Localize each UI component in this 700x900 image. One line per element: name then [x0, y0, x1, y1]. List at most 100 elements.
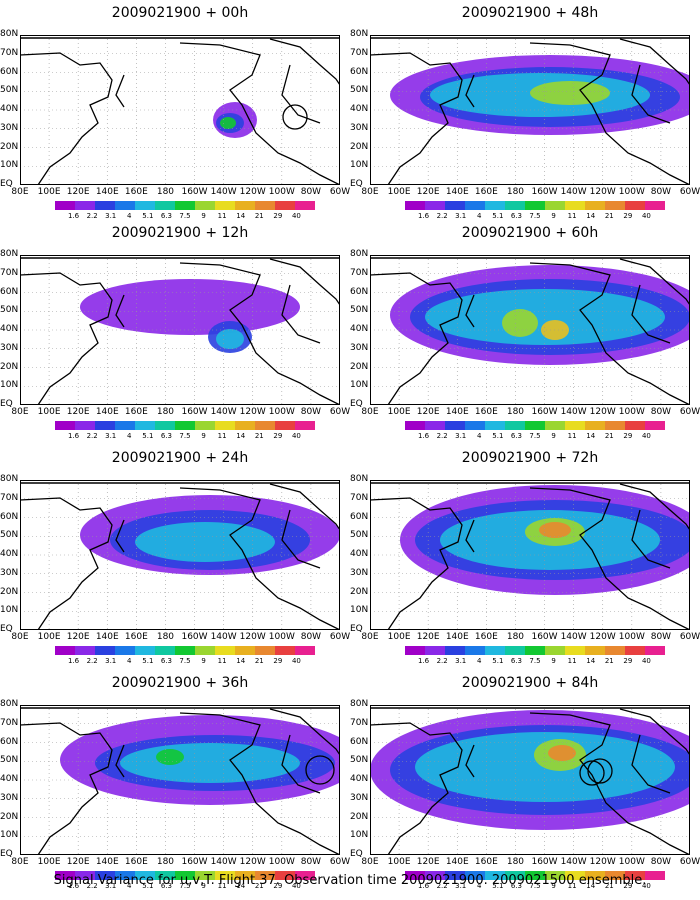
colorbar-swatch [195, 871, 215, 880]
colorbar-swatch [115, 646, 135, 655]
colorbar-swatch [155, 646, 175, 655]
map-frame [20, 255, 340, 405]
colorbar-swatch [75, 646, 95, 655]
colorbar-label: 1.6 [67, 432, 80, 440]
colorbar-swatch [175, 201, 195, 210]
variance-shading [539, 522, 571, 538]
colorbar-label: 11 [567, 882, 577, 890]
colorbar-label: 5.1 [492, 212, 504, 220]
colorbar-label: 5.1 [142, 432, 154, 440]
longitude-tick-label: 80W [300, 187, 322, 197]
colorbar-swatch [545, 871, 565, 880]
longitude-tick-label: 140W [560, 187, 587, 197]
latitude-tick-label: 10N [0, 605, 19, 616]
colorbar-swatch [55, 871, 75, 880]
latitude-tick-label: 60N [0, 511, 19, 522]
colorbar-swatch [465, 646, 485, 655]
latitude-tick-label: EQ [0, 179, 13, 189]
colorbar-label: 29 [273, 882, 283, 890]
longitude-tick-label: 120W [589, 632, 616, 642]
latitude-tick-label: EQ [0, 624, 13, 634]
longitude-tick-label: 100E [37, 187, 61, 197]
colorbar-swatch [175, 421, 195, 430]
latitude-tick-label: 40N [0, 549, 19, 559]
longitude-tick-label: 180 [156, 857, 175, 867]
latitude-tick-label: 60N [350, 736, 369, 747]
colorbar-label: 1.6 [67, 882, 80, 890]
colorbar-swatch [405, 421, 425, 430]
colorbar-label: 7.5 [179, 882, 191, 890]
colorbar-label: 6.3 [510, 657, 522, 665]
latitude-tick-label: 30N [350, 122, 369, 133]
colorbar [405, 646, 665, 655]
colorbar-label: 29 [273, 212, 283, 220]
colorbar-label: 11 [567, 212, 577, 220]
latitude-tick-label: 80N [0, 699, 19, 709]
longitude-tick-label: 160W [181, 857, 208, 867]
colorbar-label: 14 [586, 212, 596, 220]
colorbar-swatch [465, 871, 485, 880]
map-frame [370, 705, 690, 855]
latitude-tick-label: 20N [350, 811, 369, 822]
longitude-tick-label: 140W [560, 857, 587, 867]
colorbar-label: 4 [477, 657, 482, 665]
longitude-tick-label: 120E [66, 187, 90, 197]
variance-shading [120, 743, 300, 783]
colorbar-label: 21 [254, 432, 264, 440]
latitude-tick-label: 30N [0, 122, 19, 133]
longitude-tick-label: 140E [95, 187, 119, 197]
colorbar-label: 7.5 [179, 657, 191, 665]
longitude-tick-label: 140E [445, 857, 469, 867]
colorbar-label: 21 [604, 432, 614, 440]
latitude-tick-label: 50N [0, 755, 19, 766]
colorbar-swatch [215, 201, 235, 210]
colorbar-swatch [625, 201, 645, 210]
latitude-tick-label: 30N [350, 792, 369, 803]
colorbar-swatch [605, 646, 625, 655]
colorbar-label: 40 [641, 882, 651, 890]
colorbar-swatch [445, 421, 465, 430]
colorbar-swatch [565, 421, 585, 430]
longitude-tick-label: 120E [66, 857, 90, 867]
colorbar-label: 6.3 [160, 432, 172, 440]
latitude-tick-label: 40N [350, 549, 369, 559]
colorbar-label: 21 [254, 657, 264, 665]
colorbar-swatch [645, 421, 665, 430]
latitude-tick-label: 30N [0, 567, 19, 578]
colorbar [55, 871, 315, 880]
colorbar-label: 3.1 [455, 212, 467, 220]
coastline-north-america [179, 38, 340, 185]
latitude-tick-label: 30N [0, 342, 19, 353]
colorbar-swatch [195, 646, 215, 655]
latitude-tick-label: 80N [350, 474, 369, 484]
colorbar-label: 40 [291, 432, 301, 440]
colorbar-label: 11 [217, 882, 227, 890]
colorbar-label: 2.2 [86, 657, 98, 665]
variance-shading [80, 279, 300, 335]
longitude-tick-label: 100E [387, 857, 411, 867]
colorbar-label: 4 [127, 657, 132, 665]
latitude-tick-label: EQ [350, 399, 363, 409]
map-panel: 2009021900 + 00h 80N 70N 60N 50N 40N 30N 20N 10N… [0, 5, 350, 230]
latitude-tick-label: 60N [0, 736, 19, 747]
figure-caption: Signal Variance for u,v,T. Flight 37. Ob… [53, 873, 647, 888]
map-panel: 2009021900 + 84h 80N 70N 60N 50N 40N 30N 20N 10N… [350, 675, 700, 900]
latitude-tick-label: 10N [0, 830, 19, 841]
longitude-tick-label: 80E [361, 857, 379, 867]
colorbar-label: 4 [127, 432, 132, 440]
colorbar-label: 21 [604, 882, 614, 890]
latitude-tick-label: EQ [350, 624, 363, 634]
colorbar [55, 201, 315, 210]
colorbar-swatch [95, 871, 115, 880]
map-frame [370, 480, 690, 630]
map-frame [370, 255, 690, 405]
longitude-tick-label: 60W [679, 857, 700, 867]
colorbar-label: 14 [236, 212, 246, 220]
colorbar-swatch [585, 421, 605, 430]
colorbar-label: 3.1 [105, 882, 117, 890]
variance-shading [216, 329, 244, 349]
latitude-tick-label: 10N [0, 160, 19, 171]
longitude-tick-label: 160W [531, 632, 558, 642]
longitude-tick-label: 100W [268, 407, 295, 417]
colorbar-swatch [155, 871, 175, 880]
